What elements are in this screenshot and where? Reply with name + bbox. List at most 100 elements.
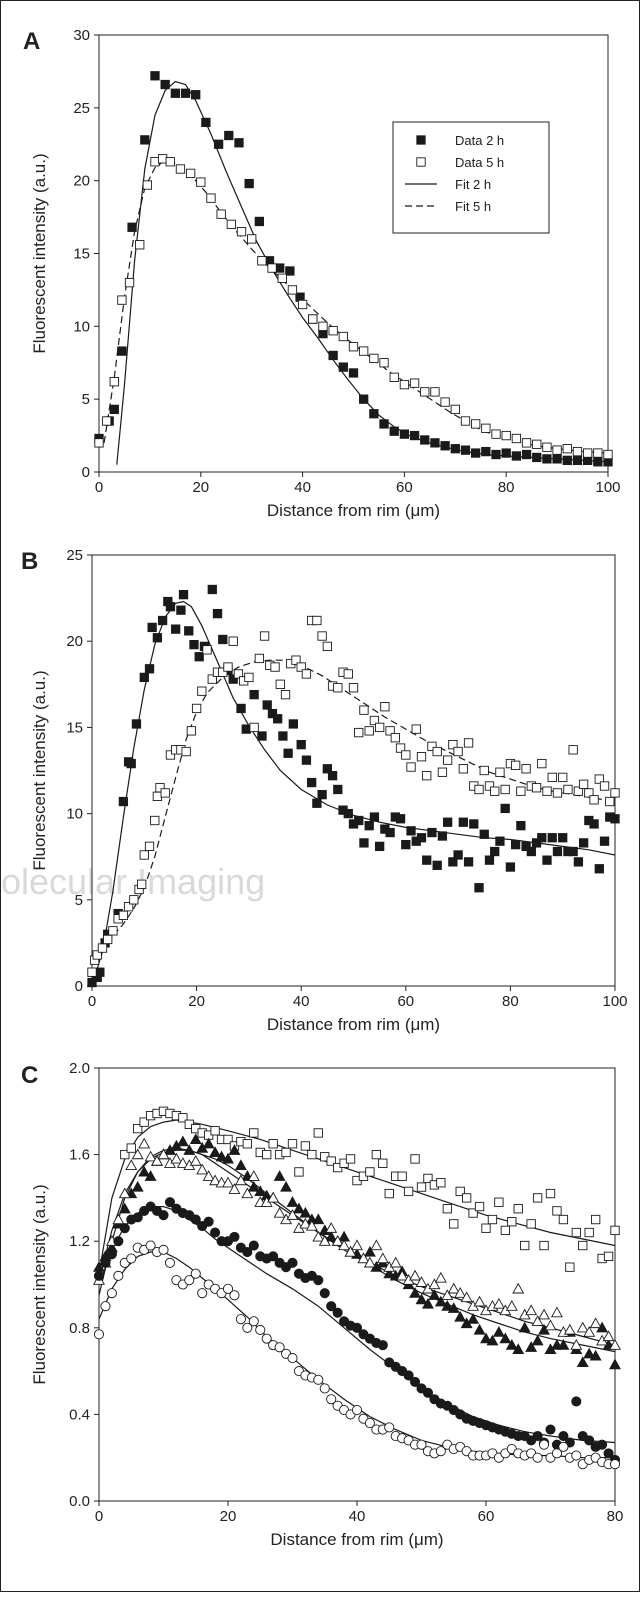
data-point <box>558 1214 569 1225</box>
data-point <box>557 1338 570 1350</box>
data-point <box>242 1246 253 1258</box>
data-point <box>312 1213 325 1225</box>
legend-symbol <box>416 135 426 145</box>
data-point <box>542 786 552 796</box>
data-point <box>285 266 295 276</box>
data-point <box>108 926 118 936</box>
y-tick-label: 0.4 <box>69 1406 90 1423</box>
data-point <box>578 1240 588 1251</box>
data-point <box>212 608 223 619</box>
data-point <box>441 1289 454 1300</box>
data-point <box>558 1431 569 1442</box>
data-point <box>247 1170 260 1181</box>
data-point <box>319 1288 330 1299</box>
data-point <box>558 772 568 783</box>
data-point <box>545 1188 556 1199</box>
data-point <box>160 788 170 798</box>
data-point <box>152 633 163 643</box>
data-point <box>178 1113 188 1123</box>
data-point <box>460 416 471 426</box>
data-point <box>516 821 526 831</box>
x-tick-label: 100 <box>602 993 627 1010</box>
data-point <box>257 731 267 741</box>
data-point <box>369 409 379 419</box>
data-point <box>338 331 348 342</box>
data-point <box>196 1163 209 1175</box>
data-point <box>326 1394 337 1405</box>
data-point <box>124 277 135 288</box>
data-point <box>222 1176 234 1188</box>
y-axis-label: Fluorescent intensity (a.u.) <box>30 153 49 353</box>
data-point <box>277 273 287 283</box>
data-point <box>428 1289 441 1300</box>
plot-frame <box>91 554 616 987</box>
data-point <box>589 795 599 805</box>
data-point <box>396 1269 409 1281</box>
y-tick-label: 15 <box>73 246 90 263</box>
data-point <box>288 719 299 729</box>
data-point <box>118 1187 131 1199</box>
data-point <box>248 1316 259 1327</box>
data-point <box>118 796 129 807</box>
data-point <box>399 429 410 439</box>
data-point <box>125 1159 138 1171</box>
data-point <box>460 445 471 455</box>
data-point <box>474 1201 485 1212</box>
data-point <box>207 584 217 595</box>
data-point <box>93 1329 105 1340</box>
data-point <box>354 815 364 826</box>
data-point <box>139 1117 149 1127</box>
data-point <box>185 168 196 179</box>
data-point <box>525 1341 538 1352</box>
data-point <box>583 1326 596 1337</box>
data-point <box>210 1126 220 1136</box>
data-point <box>333 784 343 795</box>
data-point <box>338 1239 351 1251</box>
data-point <box>494 1197 504 1207</box>
data-point <box>547 833 557 843</box>
data-point <box>268 1139 278 1149</box>
data-point <box>286 1196 299 1207</box>
data-point <box>363 1256 376 1268</box>
data-point <box>547 772 557 783</box>
data-point <box>376 1252 389 1264</box>
data-point <box>479 765 489 776</box>
data-point <box>481 423 491 433</box>
data-point <box>206 193 216 203</box>
data-point <box>259 631 270 641</box>
data-point <box>95 967 105 977</box>
data-point <box>450 444 460 454</box>
data-point <box>327 771 338 781</box>
data-point <box>385 827 395 838</box>
data-point <box>325 1230 338 1242</box>
x-tick-label: 60 <box>396 479 413 496</box>
data-point <box>369 812 380 822</box>
data-point <box>501 448 511 458</box>
panel-letter: C <box>21 1062 38 1089</box>
data-point <box>317 631 327 641</box>
data-point <box>409 1287 422 1298</box>
data-point <box>550 1306 563 1318</box>
data-point <box>401 839 411 850</box>
data-point <box>203 1216 214 1227</box>
data-point <box>348 683 359 693</box>
data-point <box>458 764 468 774</box>
data-point <box>131 1180 144 1192</box>
data-point <box>389 426 399 436</box>
data-point <box>531 838 542 848</box>
data-point <box>229 1231 240 1242</box>
data-point <box>409 1269 422 1281</box>
data-point <box>249 1128 259 1138</box>
data-point <box>109 377 119 387</box>
data-point <box>218 667 228 677</box>
data-point <box>420 387 430 397</box>
data-point <box>126 1143 136 1153</box>
data-point <box>165 157 175 167</box>
data-point <box>460 1291 473 1303</box>
data-point <box>474 883 484 893</box>
data-point <box>383 1267 396 1279</box>
data-point <box>354 727 364 738</box>
data-point <box>255 1324 266 1336</box>
data-point <box>127 222 137 232</box>
data-point <box>318 1235 331 1246</box>
